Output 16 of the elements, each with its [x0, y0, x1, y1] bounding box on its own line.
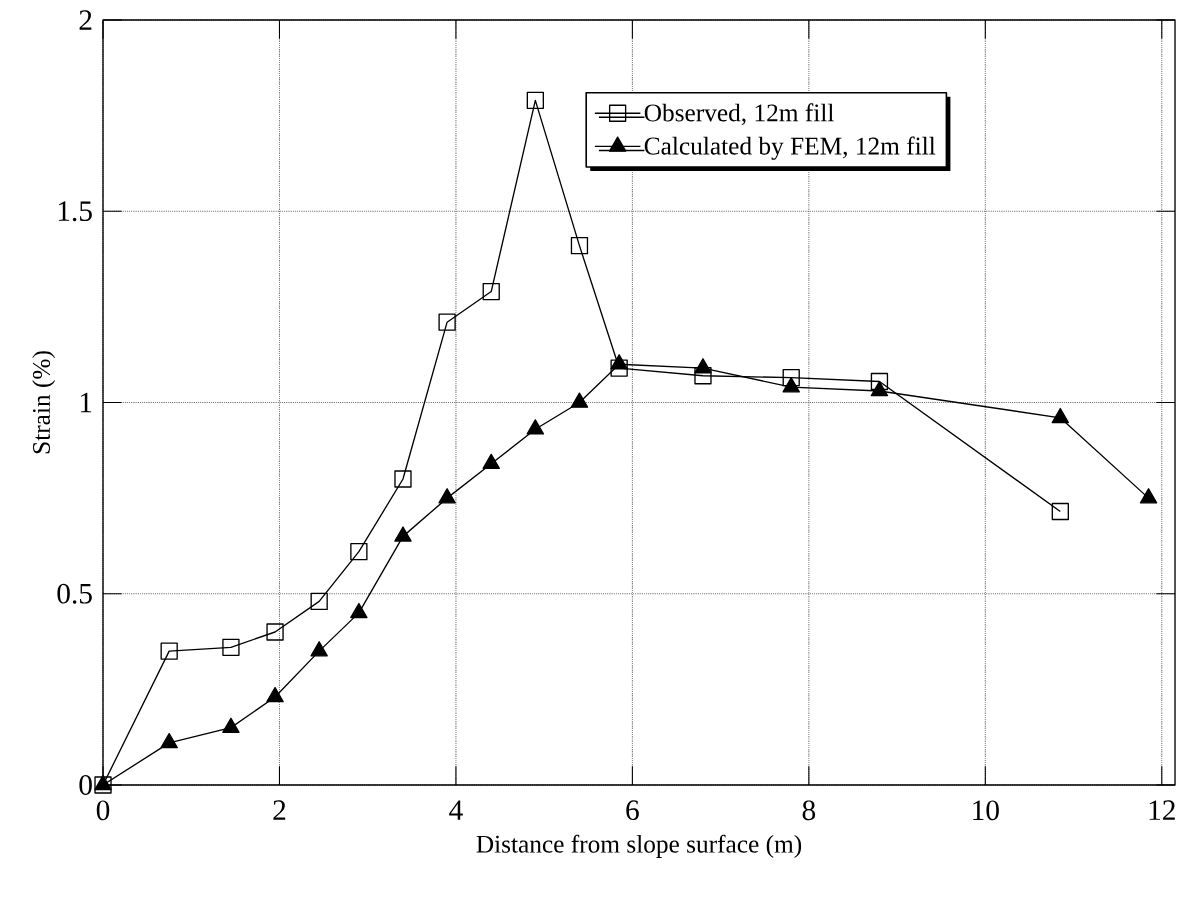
y-tick-label: 1.5	[58, 201, 92, 222]
y-tick-label: 1	[80, 392, 92, 413]
y-tick-label: 2	[79, 10, 92, 30]
legend-label: Observed, 12m fill	[644, 103, 834, 126]
x-tick-label: 2	[273, 800, 286, 820]
y-axis-title: Strain (%)	[32, 351, 56, 454]
legend-label: Calculated by FEM, 12m fill	[644, 136, 936, 160]
x-axis-title: Distance from slope surface (m)	[476, 834, 802, 858]
x-tick-label: 12	[1149, 800, 1175, 820]
x-tick-label: 6	[626, 800, 639, 821]
x-tick-label: 8	[802, 800, 816, 821]
x-tick-label: 0	[96, 800, 110, 821]
y-tick-label: 0.5	[57, 583, 92, 604]
x-tick-label: 10	[973, 800, 999, 821]
y-tick-label: 0	[79, 775, 92, 795]
x-tick-label: 4	[449, 800, 463, 820]
